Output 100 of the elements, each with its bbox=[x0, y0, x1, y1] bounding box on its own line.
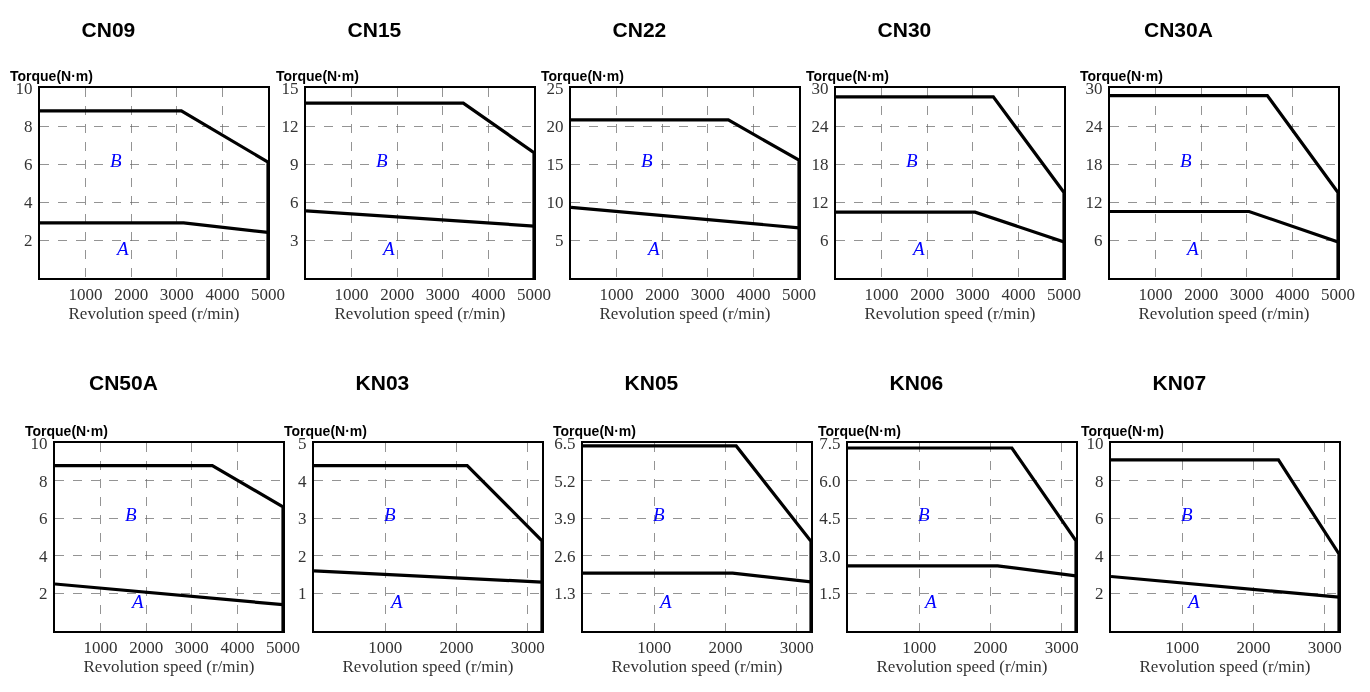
x-tick-label: 3000 bbox=[1044, 638, 1079, 658]
annotation: A bbox=[658, 591, 672, 612]
x-tick-label: 5000 bbox=[1047, 285, 1081, 305]
y-tick-label: 10 bbox=[546, 192, 564, 212]
x-tick-label: 1000 bbox=[83, 638, 118, 658]
x-tick-label: 4000 bbox=[1275, 285, 1310, 305]
y-tick-label: 2 bbox=[24, 230, 33, 250]
x-tick-label: 2000 bbox=[708, 638, 743, 658]
y-tick-label: 3.9 bbox=[554, 509, 576, 529]
y-tick-label: 4 bbox=[1095, 546, 1105, 566]
x-axis-title: Revolution speed (r/min) bbox=[334, 304, 506, 324]
x-tick-label: 5000 bbox=[266, 638, 300, 658]
annotation: A bbox=[911, 238, 925, 259]
x-axis-title: Revolution speed (r/min) bbox=[83, 657, 255, 677]
y-tick-label: 2 bbox=[39, 584, 48, 604]
y-tick-label: 6 bbox=[39, 509, 48, 529]
x-tick-label: 2000 bbox=[129, 638, 164, 658]
chart-title: CN09 bbox=[81, 18, 136, 42]
x-tick-label: 2000 bbox=[910, 285, 945, 305]
y-tick-label: 4.5 bbox=[819, 509, 841, 529]
annotation: B bbox=[918, 504, 930, 525]
x-axis-title: Revolution speed (r/min) bbox=[68, 304, 240, 324]
x-axis-title: Revolution speed (r/min) bbox=[876, 657, 1048, 677]
y-tick-label: 15 bbox=[546, 154, 564, 174]
x-tick-label: 1000 bbox=[1138, 285, 1173, 305]
y-tick-label: 1.5 bbox=[819, 584, 841, 604]
x-tick-label: 1000 bbox=[637, 638, 672, 658]
annotation: B bbox=[376, 150, 388, 171]
y-tick-label: 6 bbox=[24, 154, 33, 174]
annotation: B bbox=[653, 504, 665, 525]
x-tick-label: 4000 bbox=[1001, 285, 1036, 305]
annotation: A bbox=[381, 238, 395, 259]
x-tick-label: 1000 bbox=[334, 285, 369, 305]
y-tick-label: 18 bbox=[1085, 154, 1103, 174]
annotation: B bbox=[641, 150, 653, 171]
y-tick-label: 12 bbox=[1085, 192, 1103, 212]
x-tick-label: 4000 bbox=[471, 285, 506, 305]
x-tick-label: 5000 bbox=[517, 285, 551, 305]
x-axis-title: Revolution speed (r/min) bbox=[1138, 304, 1310, 324]
chart-title: KN06 bbox=[889, 371, 944, 395]
y-tick-label: 6.0 bbox=[819, 471, 841, 491]
chart-title: KN07 bbox=[1152, 371, 1207, 395]
x-tick-label: 5000 bbox=[782, 285, 816, 305]
x-tick-label: 3000 bbox=[690, 285, 725, 305]
y-tick-label: 18 bbox=[811, 154, 829, 174]
x-tick-label: 5000 bbox=[251, 285, 285, 305]
chart-title: CN30A bbox=[1143, 18, 1213, 42]
y-tick-label: 2 bbox=[298, 546, 307, 566]
y-tick-label: 5.2 bbox=[554, 471, 576, 491]
annotation: A bbox=[646, 238, 660, 259]
annotation: A bbox=[1185, 238, 1199, 259]
y-tick-label: 12 bbox=[811, 192, 829, 212]
x-tick-label: 2000 bbox=[114, 285, 149, 305]
x-tick-label: 3000 bbox=[510, 638, 545, 658]
y-tick-label: 12 bbox=[281, 116, 299, 136]
annotation: B bbox=[1180, 150, 1192, 171]
y-tick-label: 9 bbox=[290, 154, 299, 174]
y-tick-label: 6 bbox=[820, 230, 829, 250]
x-tick-label: 2000 bbox=[973, 638, 1008, 658]
y-tick-label: 1.3 bbox=[554, 584, 576, 604]
y-tick-label: 2 bbox=[1095, 584, 1104, 604]
annotation: B bbox=[110, 150, 122, 171]
x-tick-label: 2000 bbox=[439, 638, 474, 658]
x-axis-title: Revolution speed (r/min) bbox=[1139, 657, 1311, 677]
x-tick-label: 2000 bbox=[1236, 638, 1271, 658]
annotation: A bbox=[115, 238, 129, 259]
y-tick-label: 8 bbox=[1095, 471, 1104, 491]
x-axis-title: Revolution speed (r/min) bbox=[864, 304, 1036, 324]
y-tick-label: 24 bbox=[811, 116, 830, 136]
chart-title: KN05 bbox=[624, 371, 679, 395]
y-tick-label: 8 bbox=[39, 471, 48, 491]
y-tick-label: 24 bbox=[1085, 116, 1104, 136]
y-tick-label: 3.0 bbox=[819, 546, 841, 566]
x-tick-label: 1000 bbox=[864, 285, 899, 305]
chart-title: CN50A bbox=[88, 371, 158, 395]
annotation: A bbox=[389, 591, 403, 612]
y-tick-label: 6 bbox=[1095, 509, 1104, 529]
y-tick-label: 6 bbox=[1094, 230, 1103, 250]
y-tick-label: 1 bbox=[298, 584, 307, 604]
annotation: B bbox=[1181, 504, 1193, 525]
annotation: A bbox=[130, 591, 144, 612]
y-tick-label: 20 bbox=[546, 116, 564, 136]
y-tick-label: 3 bbox=[298, 509, 307, 529]
x-tick-label: 4000 bbox=[736, 285, 771, 305]
x-tick-label: 3000 bbox=[159, 285, 194, 305]
x-tick-label: 3000 bbox=[425, 285, 460, 305]
annotation: B bbox=[125, 504, 137, 525]
y-tick-label: 8 bbox=[24, 116, 33, 136]
x-tick-label: 1000 bbox=[599, 285, 634, 305]
x-tick-label: 2000 bbox=[645, 285, 680, 305]
x-tick-label: 2000 bbox=[380, 285, 415, 305]
x-tick-label: 2000 bbox=[1184, 285, 1219, 305]
y-tick-label: 2.6 bbox=[554, 546, 576, 566]
y-tick-label: 4 bbox=[298, 471, 308, 491]
chart-title: KN03 bbox=[355, 371, 410, 395]
x-tick-label: 1000 bbox=[902, 638, 937, 658]
x-tick-label: 4000 bbox=[220, 638, 255, 658]
x-tick-label: 1000 bbox=[368, 638, 403, 658]
x-axis-title: Revolution speed (r/min) bbox=[342, 657, 514, 677]
x-tick-label: 3000 bbox=[1229, 285, 1264, 305]
